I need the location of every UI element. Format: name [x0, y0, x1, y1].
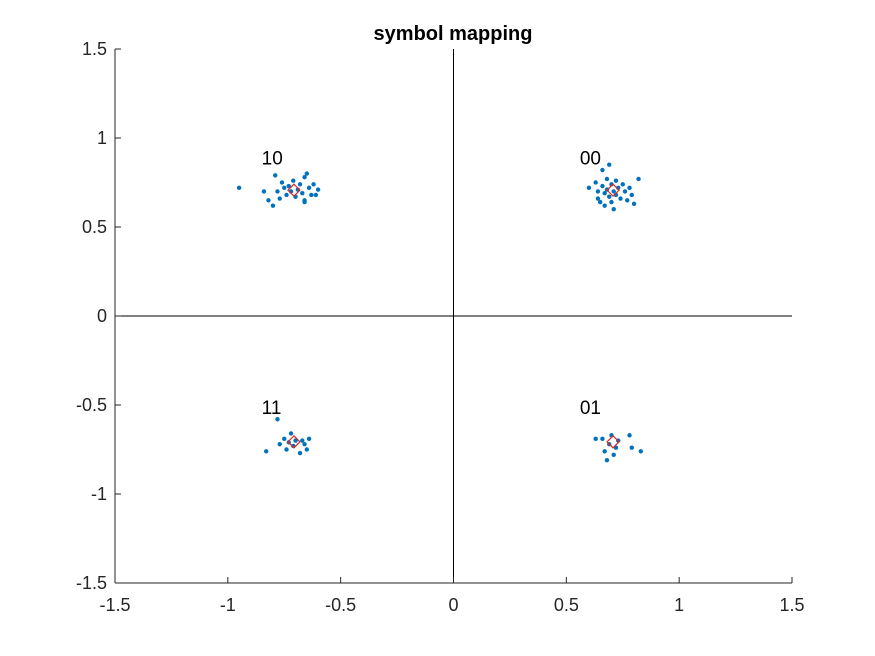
- received-point: [300, 190, 305, 196]
- received-point: [282, 185, 287, 191]
- x-tick-label: 1: [674, 595, 684, 615]
- received-point: [593, 436, 598, 442]
- received-points: [236, 162, 644, 463]
- received-point: [275, 417, 280, 422]
- received-point: [275, 189, 280, 194]
- received-point: [284, 192, 289, 198]
- received-point: [595, 196, 601, 201]
- received-point: [620, 182, 625, 187]
- x-tick-label: -0.5: [325, 595, 356, 615]
- annotations: 10 00 11 01: [262, 149, 601, 419]
- ideal-point-marker: [606, 183, 620, 198]
- received-point: [586, 185, 592, 191]
- received-point: [607, 194, 612, 199]
- received-point: [604, 176, 610, 182]
- received-point: [627, 185, 632, 191]
- received-point: [306, 185, 312, 191]
- received-point: [279, 180, 285, 185]
- received-point: [627, 433, 632, 438]
- received-point: [622, 189, 628, 194]
- y-tick-label: -1: [91, 484, 107, 504]
- ideal-point-marker: [606, 434, 620, 449]
- symbol-label: 10: [262, 149, 283, 170]
- received-point: [618, 196, 623, 201]
- ideal-points: [287, 183, 620, 449]
- x-tick-label: -1.5: [99, 595, 130, 615]
- received-point: [597, 199, 603, 205]
- received-point: [284, 447, 289, 452]
- x-tick-label: 1.5: [779, 595, 804, 615]
- received-point: [602, 190, 607, 196]
- received-point: [611, 189, 616, 194]
- received-point: [604, 457, 610, 463]
- received-point: [293, 438, 298, 443]
- received-point: [270, 203, 276, 208]
- received-point: [638, 449, 644, 454]
- x-tick-label: 0: [448, 595, 458, 615]
- received-point: [611, 207, 616, 212]
- received-point: [629, 445, 634, 450]
- received-point: [600, 167, 605, 173]
- y-tick-label: 1.5: [82, 39, 107, 59]
- received-point: [277, 196, 282, 201]
- received-point: [266, 198, 271, 203]
- y-tick-label: 1: [97, 128, 107, 148]
- received-point: [297, 182, 303, 187]
- received-point: [261, 189, 267, 194]
- received-point: [263, 449, 269, 454]
- ideal-point-marker: [287, 434, 301, 449]
- chart-title: symbol mapping: [374, 23, 533, 45]
- x-tick-label: 0.5: [554, 595, 579, 615]
- symbol-label: 01: [580, 398, 601, 419]
- symbol-label: 00: [580, 149, 601, 170]
- received-point: [236, 185, 242, 191]
- received-point: [288, 431, 294, 436]
- received-point: [611, 452, 616, 458]
- received-point: [282, 436, 287, 442]
- received-point: [273, 173, 278, 178]
- ticks: -1.5 -1 -0.5 0 0.5 1 1.5 -1.5 -1 -0.5 0 0.5 1 1.5: [76, 39, 805, 615]
- y-tick-label: 0.5: [82, 217, 107, 237]
- zero-lines: [115, 49, 792, 583]
- symbol-label: 11: [262, 398, 282, 419]
- received-point: [600, 183, 605, 189]
- y-tick-label: -0.5: [76, 395, 107, 415]
- received-point: [291, 178, 296, 183]
- received-point: [595, 189, 601, 194]
- received-point: [613, 178, 619, 183]
- received-point: [609, 199, 614, 205]
- received-point: [304, 447, 310, 452]
- received-point: [602, 203, 607, 208]
- y-tick-label: 0: [97, 306, 107, 326]
- received-point: [311, 182, 316, 187]
- received-point: [629, 192, 634, 198]
- received-point: [277, 441, 282, 447]
- received-point: [593, 180, 598, 185]
- received-point: [315, 187, 321, 192]
- received-point: [600, 436, 605, 442]
- received-point: [302, 441, 307, 447]
- received-point: [300, 438, 305, 443]
- received-point: [607, 162, 612, 167]
- received-point: [304, 171, 310, 176]
- received-point: [631, 201, 637, 207]
- received-point: [286, 183, 291, 189]
- received-point: [302, 174, 307, 180]
- y-tick-label: -1.5: [76, 573, 107, 593]
- received-point: [302, 199, 307, 205]
- ideal-point-marker: [287, 183, 301, 198]
- x-tick-label: -1: [220, 595, 236, 615]
- received-point: [636, 176, 641, 182]
- received-point: [306, 436, 312, 442]
- received-point: [313, 192, 319, 198]
- received-point: [309, 192, 314, 198]
- received-point: [297, 450, 303, 456]
- received-point: [602, 449, 607, 454]
- received-point: [625, 198, 630, 203]
